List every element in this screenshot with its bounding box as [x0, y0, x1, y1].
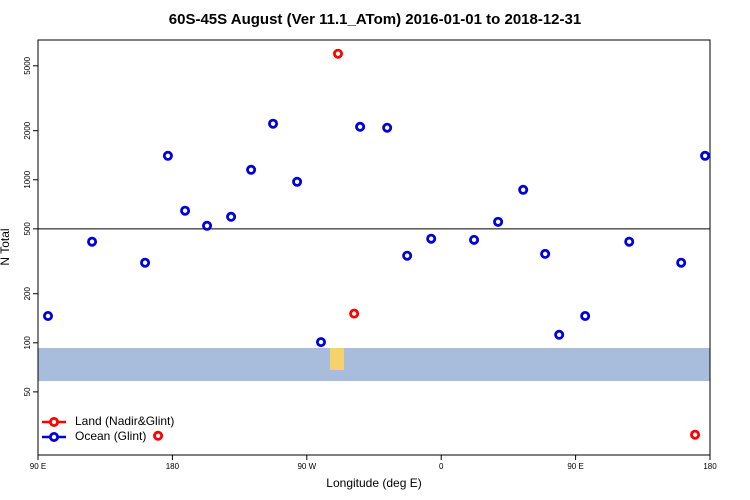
- point: [580, 311, 591, 322]
- point: [700, 150, 711, 161]
- y-tick-label: 100: [23, 336, 32, 350]
- point: [315, 337, 326, 348]
- point: [540, 248, 551, 259]
- y-tick-label: 2000: [23, 121, 32, 139]
- point: [349, 308, 360, 319]
- land-patch: [330, 348, 344, 370]
- x-tick-label: 90 E: [567, 462, 583, 471]
- point: [292, 176, 303, 187]
- x-tick-label: 90 W: [297, 462, 316, 471]
- legend-label: Land (Nadir&Glint): [75, 414, 174, 428]
- x-axis-label: Longitude (deg E): [326, 476, 421, 490]
- y-tick-label: 50: [23, 387, 32, 396]
- point: [246, 164, 257, 175]
- point: [162, 150, 173, 161]
- point: [140, 257, 151, 268]
- point: [554, 329, 565, 340]
- point: [87, 236, 98, 247]
- point: [43, 311, 54, 322]
- point: [180, 205, 191, 216]
- point: [355, 121, 366, 132]
- y-tick-label: 200: [23, 287, 32, 301]
- legend-marker: [49, 431, 60, 442]
- point: [226, 211, 237, 222]
- point: [153, 430, 164, 441]
- point: [493, 216, 504, 227]
- point: [469, 234, 480, 245]
- point: [382, 122, 393, 133]
- point: [202, 220, 213, 231]
- legend-marker: [49, 416, 60, 427]
- plot-frame: [37, 39, 711, 456]
- y-tick-label: 1000: [23, 170, 32, 188]
- x-tick-label: 90 E: [30, 462, 46, 471]
- x-tick-label: 180: [166, 462, 180, 471]
- legend-label: Ocean (Glint): [75, 429, 146, 443]
- point: [268, 118, 279, 129]
- y-tick-label: 5000: [23, 56, 32, 74]
- y-tick-label: 500: [23, 222, 32, 236]
- point: [624, 236, 635, 247]
- land-mask-band: [38, 348, 710, 381]
- chart-title: 60S-45S August (Ver 11.1_ATom) 2016-01-0…: [169, 11, 581, 28]
- y-axis-label: N Total: [0, 228, 12, 265]
- point: [426, 233, 437, 244]
- x-tick-label: 180: [703, 462, 717, 471]
- point: [402, 250, 413, 261]
- point: [518, 184, 529, 195]
- point: [676, 257, 687, 268]
- x-tick-label: 0: [439, 462, 444, 471]
- point: [690, 429, 701, 440]
- point: [333, 48, 344, 59]
